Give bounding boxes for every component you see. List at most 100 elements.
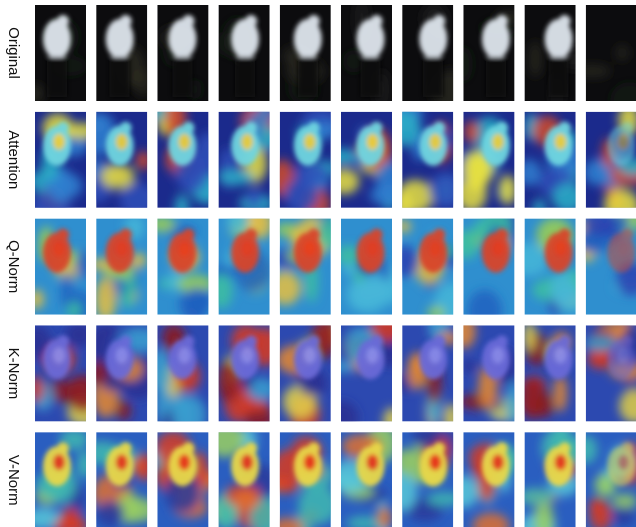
blob	[136, 151, 151, 170]
image-cell	[29, 219, 95, 329]
hotspot	[367, 454, 379, 470]
image-cell	[454, 5, 522, 101]
person-head	[559, 335, 571, 347]
blob	[227, 207, 250, 232]
person-head	[120, 335, 132, 347]
hotspot	[304, 241, 316, 257]
blob	[246, 189, 263, 208]
image-cell	[270, 216, 343, 315]
hotspot	[429, 454, 441, 470]
hotspot	[241, 454, 253, 470]
hotspot	[304, 454, 316, 470]
blob	[518, 159, 541, 186]
person-head	[371, 15, 383, 27]
person-head	[496, 122, 508, 134]
blob	[77, 451, 94, 478]
page: OriginalAttentionQ-NormK-NormV-Norm (() …	[0, 0, 636, 527]
blob	[517, 488, 555, 506]
image-cell	[324, 314, 407, 436]
image-cell	[574, 5, 636, 119]
hotspot	[116, 454, 128, 470]
person-head	[559, 122, 571, 134]
person-head	[308, 442, 320, 454]
blob	[175, 195, 189, 220]
figure: OriginalAttentionQ-NormK-NormV-Norm	[0, 0, 636, 527]
hotspot	[617, 241, 629, 257]
image-cell	[387, 423, 463, 527]
image-cell	[151, 431, 220, 527]
person-head	[433, 442, 445, 454]
hotspot	[304, 134, 316, 150]
blob	[616, 45, 629, 61]
hotspot	[367, 241, 379, 257]
image-cell	[149, 216, 214, 330]
blob	[444, 404, 459, 436]
hotspot	[492, 134, 504, 150]
blob	[233, 490, 259, 511]
person-legs	[172, 57, 192, 97]
image-cell	[146, 99, 222, 220]
image-cell	[96, 5, 151, 101]
hotspot	[429, 134, 441, 150]
hotspot	[617, 134, 629, 150]
image-cell	[394, 308, 459, 436]
image-cell	[584, 320, 636, 423]
blob	[387, 110, 420, 146]
blob	[239, 400, 270, 413]
blob	[505, 382, 522, 425]
blob	[101, 164, 135, 189]
blob	[329, 169, 359, 195]
image-cell	[574, 206, 636, 314]
blob	[389, 246, 420, 278]
blob	[464, 121, 479, 144]
blob	[352, 279, 388, 312]
blob	[66, 322, 93, 347]
blob	[195, 133, 221, 176]
image-cell	[525, 5, 590, 114]
blob	[462, 360, 476, 372]
person-legs	[47, 57, 67, 97]
blob	[119, 183, 156, 217]
blob	[499, 175, 517, 205]
person-head	[57, 122, 69, 134]
blob	[554, 375, 567, 412]
image-cell	[453, 202, 524, 332]
image-cell	[217, 324, 281, 435]
person-head	[433, 15, 445, 27]
image-grid	[23, 0, 636, 527]
blob	[395, 449, 417, 476]
image-cell	[517, 419, 589, 527]
image-cell	[575, 432, 636, 527]
row-labels: OriginalAttentionQ-NormK-NormV-Norm	[5, 27, 22, 505]
blob	[29, 289, 44, 309]
person-head	[57, 229, 69, 241]
person-legs	[423, 57, 443, 97]
blob	[529, 41, 542, 78]
person-head	[371, 335, 383, 347]
blob	[454, 46, 472, 82]
row-label: K-Norm	[5, 348, 22, 400]
person-head	[57, 442, 69, 454]
blob	[67, 374, 100, 412]
row-label: Attention	[5, 130, 22, 189]
image-cell	[157, 5, 208, 101]
blob	[376, 161, 405, 199]
person-head	[245, 229, 257, 241]
blob	[523, 321, 536, 351]
blob	[96, 500, 125, 526]
person-head	[57, 15, 69, 27]
person-head	[245, 15, 257, 27]
image-cell	[450, 432, 519, 527]
blob	[87, 361, 109, 385]
image-cell	[331, 423, 397, 527]
hotspot	[555, 347, 567, 363]
image-cell	[519, 321, 575, 421]
blob	[67, 301, 81, 319]
image-cell	[447, 112, 516, 212]
person-legs	[110, 57, 130, 97]
blob	[210, 274, 232, 308]
person-head	[559, 442, 571, 454]
blob	[298, 485, 338, 524]
hotspot	[555, 454, 567, 470]
hotspot	[241, 347, 253, 363]
